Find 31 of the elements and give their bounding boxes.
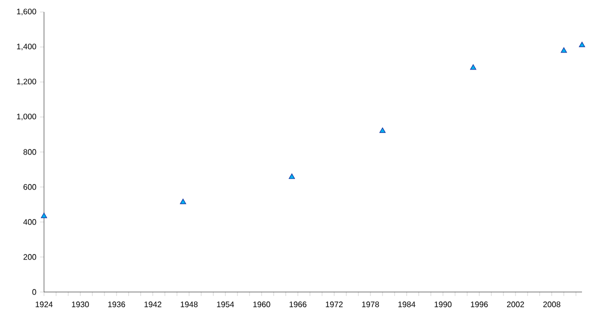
y-tick-label: 200: [24, 254, 36, 260]
point: [288, 174, 295, 179]
y-tick-label: 1,200: [17, 78, 36, 86]
x-tick-label: 1942: [144, 302, 162, 308]
y-tick-label: 0: [32, 289, 36, 295]
point: [379, 128, 386, 133]
x-tick-label: 1966: [290, 302, 306, 308]
x-tick-label: 1954: [217, 302, 234, 308]
x-tick-label: 1960: [253, 302, 270, 308]
x-tick-label: 1924: [36, 302, 53, 308]
y-tick-label: 1,000: [17, 114, 36, 120]
y-tick-label: 400: [23, 219, 36, 225]
y-tick-label: 600: [24, 184, 36, 190]
point: [470, 64, 476, 70]
x-tick-label: 2002: [507, 302, 524, 308]
point: [560, 47, 567, 53]
y-tick-label: 1,600: [17, 8, 36, 16]
x-tick-label: 1972: [326, 302, 343, 308]
point: [180, 198, 186, 204]
y-tick-label: 800: [23, 149, 36, 155]
x-tick-label: 1936: [108, 302, 126, 308]
x-tick-label: 1978: [362, 302, 379, 308]
x-tick-label: 1990: [434, 302, 452, 308]
x-tick-label: 1948: [180, 302, 198, 308]
y-tick-label: 1,400: [17, 44, 36, 50]
point: [40, 212, 48, 218]
x-tick-label: 1996: [470, 302, 488, 308]
x-tick-label: 2008: [543, 302, 560, 308]
point: [578, 42, 586, 48]
x-tick-label: 1930: [72, 302, 89, 308]
x-tick-label: 1984: [398, 302, 416, 308]
